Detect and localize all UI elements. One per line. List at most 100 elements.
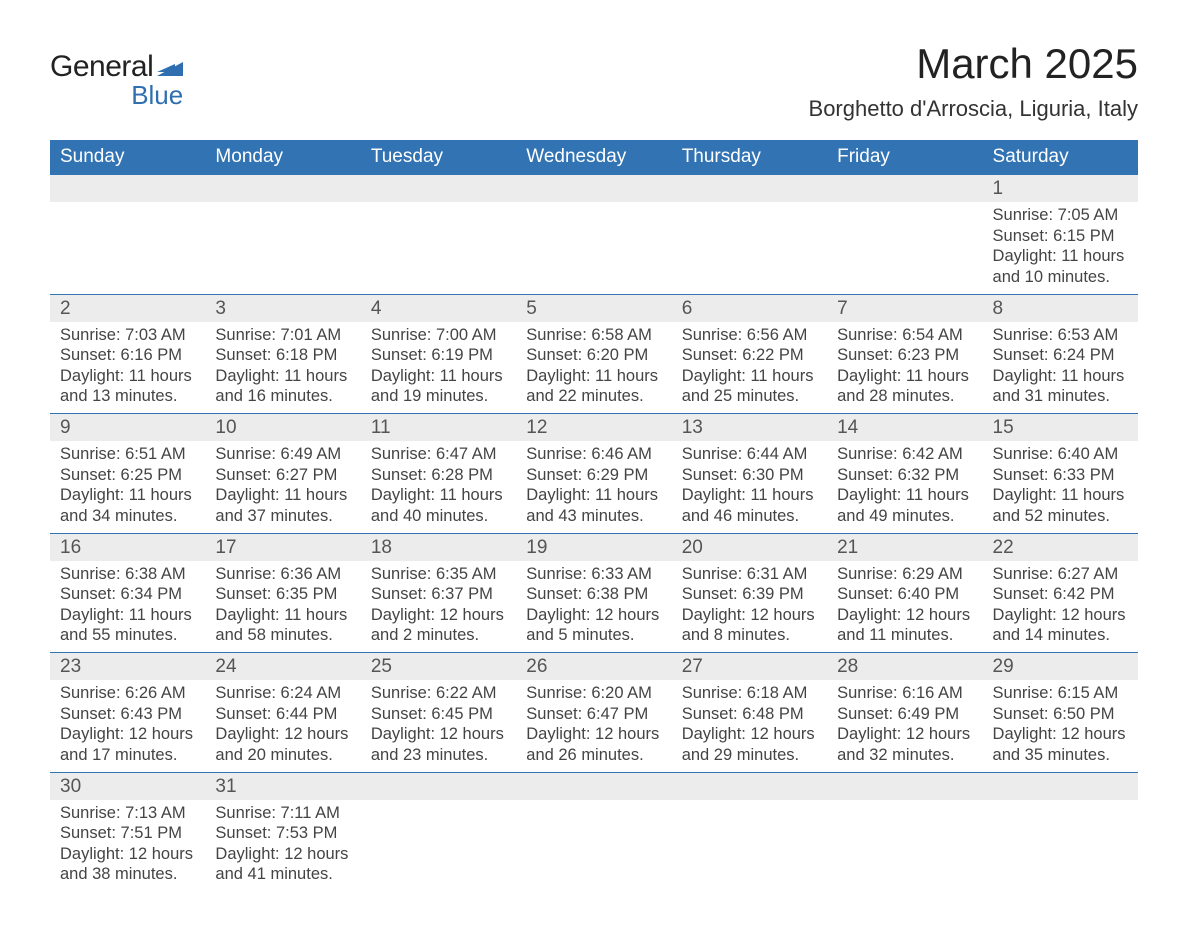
week-daydata-row: Sunrise: 7:03 AMSunset: 6:16 PMDaylight:… bbox=[50, 322, 1138, 414]
day-data: Sunrise: 6:53 AMSunset: 6:24 PMDaylight:… bbox=[983, 322, 1138, 414]
day-number-cell: 3 bbox=[205, 294, 360, 322]
day-data: Sunrise: 6:31 AMSunset: 6:39 PMDaylight:… bbox=[672, 561, 827, 653]
day-sr: Sunrise: 6:42 AM bbox=[837, 444, 972, 465]
day-ss: Sunset: 6:45 PM bbox=[371, 704, 506, 725]
day-ss: Sunset: 6:37 PM bbox=[371, 584, 506, 605]
day-data: Sunrise: 6:40 AMSunset: 6:33 PMDaylight:… bbox=[983, 441, 1138, 533]
day-data: Sunrise: 7:01 AMSunset: 6:18 PMDaylight:… bbox=[205, 322, 360, 414]
logo: General Blue bbox=[50, 50, 183, 111]
day-data: Sunrise: 6:51 AMSunset: 6:25 PMDaylight:… bbox=[50, 441, 205, 533]
day-ss: Sunset: 6:39 PM bbox=[682, 584, 817, 605]
weekday-header: Sunday bbox=[50, 140, 205, 175]
day-number: 20 bbox=[672, 534, 827, 561]
day-ss: Sunset: 6:20 PM bbox=[526, 345, 661, 366]
logo-triangle-icon bbox=[157, 58, 183, 76]
weekday-header: Saturday bbox=[983, 140, 1138, 175]
day-d2: and 37 minutes. bbox=[215, 506, 350, 527]
day-d2: and 26 minutes. bbox=[526, 745, 661, 766]
weekday-header: Tuesday bbox=[361, 140, 516, 175]
day-d2: and 22 minutes. bbox=[526, 386, 661, 407]
day-data-cell: Sunrise: 6:36 AMSunset: 6:35 PMDaylight:… bbox=[205, 561, 360, 653]
day-number: 14 bbox=[827, 414, 982, 441]
day-number-cell bbox=[827, 175, 982, 203]
day-number: 7 bbox=[827, 295, 982, 322]
day-sr: Sunrise: 7:11 AM bbox=[215, 803, 350, 824]
day-number: 25 bbox=[361, 653, 516, 680]
day-sr: Sunrise: 6:49 AM bbox=[215, 444, 350, 465]
day-sr: Sunrise: 6:33 AM bbox=[526, 564, 661, 585]
day-data: Sunrise: 6:33 AMSunset: 6:38 PMDaylight:… bbox=[516, 561, 671, 653]
day-sr: Sunrise: 6:51 AM bbox=[60, 444, 195, 465]
day-data-cell: Sunrise: 7:13 AMSunset: 7:51 PMDaylight:… bbox=[50, 800, 205, 892]
header: General Blue March 2025 Borghetto d'Arro… bbox=[50, 40, 1138, 122]
day-data-cell: Sunrise: 6:53 AMSunset: 6:24 PMDaylight:… bbox=[983, 322, 1138, 414]
day-d2: and 41 minutes. bbox=[215, 864, 350, 885]
day-data: Sunrise: 6:36 AMSunset: 6:35 PMDaylight:… bbox=[205, 561, 360, 653]
day-number: 9 bbox=[50, 414, 205, 441]
day-number-cell: 13 bbox=[672, 414, 827, 442]
day-data-cell: Sunrise: 6:38 AMSunset: 6:34 PMDaylight:… bbox=[50, 561, 205, 653]
weekday-header: Wednesday bbox=[516, 140, 671, 175]
day-d1: Daylight: 12 hours bbox=[682, 724, 817, 745]
day-d2: and 40 minutes. bbox=[371, 506, 506, 527]
day-data: Sunrise: 6:22 AMSunset: 6:45 PMDaylight:… bbox=[361, 680, 516, 772]
day-d2: and 5 minutes. bbox=[526, 625, 661, 646]
day-number-cell: 20 bbox=[672, 533, 827, 561]
day-number bbox=[205, 175, 360, 202]
day-data-cell: Sunrise: 6:18 AMSunset: 6:48 PMDaylight:… bbox=[672, 680, 827, 772]
day-d1: Daylight: 12 hours bbox=[682, 605, 817, 626]
location-subtitle: Borghetto d'Arroscia, Liguria, Italy bbox=[809, 96, 1138, 122]
day-ss: Sunset: 6:30 PM bbox=[682, 465, 817, 486]
day-number-cell: 29 bbox=[983, 653, 1138, 681]
day-data-cell bbox=[361, 202, 516, 294]
day-data bbox=[361, 800, 516, 809]
day-number bbox=[983, 773, 1138, 800]
day-number: 21 bbox=[827, 534, 982, 561]
day-data-cell: Sunrise: 6:29 AMSunset: 6:40 PMDaylight:… bbox=[827, 561, 982, 653]
day-d1: Daylight: 11 hours bbox=[215, 605, 350, 626]
day-number: 10 bbox=[205, 414, 360, 441]
day-number-cell: 26 bbox=[516, 653, 671, 681]
day-d2: and 10 minutes. bbox=[993, 267, 1128, 288]
day-data-cell: Sunrise: 6:54 AMSunset: 6:23 PMDaylight:… bbox=[827, 322, 982, 414]
day-data-cell: Sunrise: 7:11 AMSunset: 7:53 PMDaylight:… bbox=[205, 800, 360, 892]
week-daynum-row: 2345678 bbox=[50, 294, 1138, 322]
day-data-cell: Sunrise: 7:00 AMSunset: 6:19 PMDaylight:… bbox=[361, 322, 516, 414]
day-number: 4 bbox=[361, 295, 516, 322]
day-sr: Sunrise: 7:13 AM bbox=[60, 803, 195, 824]
day-sr: Sunrise: 6:54 AM bbox=[837, 325, 972, 346]
day-d2: and 2 minutes. bbox=[371, 625, 506, 646]
day-ss: Sunset: 6:24 PM bbox=[993, 345, 1128, 366]
day-d1: Daylight: 12 hours bbox=[60, 724, 195, 745]
day-number: 8 bbox=[983, 295, 1138, 322]
day-sr: Sunrise: 6:53 AM bbox=[993, 325, 1128, 346]
day-ss: Sunset: 6:33 PM bbox=[993, 465, 1128, 486]
weekday-header-row: SundayMondayTuesdayWednesdayThursdayFrid… bbox=[50, 140, 1138, 175]
day-d1: Daylight: 11 hours bbox=[60, 605, 195, 626]
day-number-cell: 8 bbox=[983, 294, 1138, 322]
day-data: Sunrise: 6:20 AMSunset: 6:47 PMDaylight:… bbox=[516, 680, 671, 772]
day-ss: Sunset: 6:48 PM bbox=[682, 704, 817, 725]
day-number: 12 bbox=[516, 414, 671, 441]
day-ss: Sunset: 7:51 PM bbox=[60, 823, 195, 844]
day-d2: and 11 minutes. bbox=[837, 625, 972, 646]
day-sr: Sunrise: 6:35 AM bbox=[371, 564, 506, 585]
day-number: 13 bbox=[672, 414, 827, 441]
day-number-cell: 14 bbox=[827, 414, 982, 442]
day-sr: Sunrise: 7:00 AM bbox=[371, 325, 506, 346]
day-data-cell bbox=[827, 202, 982, 294]
day-d2: and 23 minutes. bbox=[371, 745, 506, 766]
day-d1: Daylight: 11 hours bbox=[215, 366, 350, 387]
day-d2: and 29 minutes. bbox=[682, 745, 817, 766]
day-data bbox=[672, 800, 827, 809]
day-d1: Daylight: 12 hours bbox=[215, 844, 350, 865]
day-data-cell: Sunrise: 6:15 AMSunset: 6:50 PMDaylight:… bbox=[983, 680, 1138, 772]
day-sr: Sunrise: 6:20 AM bbox=[526, 683, 661, 704]
day-number-cell bbox=[983, 772, 1138, 800]
day-data-cell: Sunrise: 6:24 AMSunset: 6:44 PMDaylight:… bbox=[205, 680, 360, 772]
week-daynum-row: 1 bbox=[50, 175, 1138, 203]
day-data-cell bbox=[672, 800, 827, 892]
day-d2: and 38 minutes. bbox=[60, 864, 195, 885]
day-data bbox=[516, 800, 671, 809]
day-number-cell bbox=[205, 175, 360, 203]
